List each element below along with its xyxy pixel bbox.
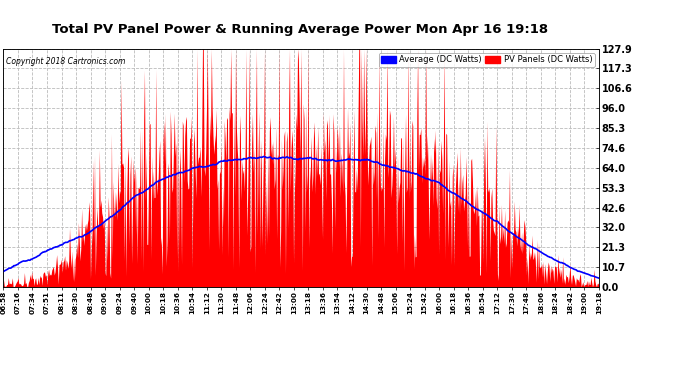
Text: Total PV Panel Power & Running Average Power Mon Apr 16 19:18: Total PV Panel Power & Running Average P… xyxy=(52,22,549,36)
Legend: Average (DC Watts), PV Panels (DC Watts): Average (DC Watts), PV Panels (DC Watts) xyxy=(379,53,595,67)
Text: Copyright 2018 Cartronics.com: Copyright 2018 Cartronics.com xyxy=(6,57,126,66)
